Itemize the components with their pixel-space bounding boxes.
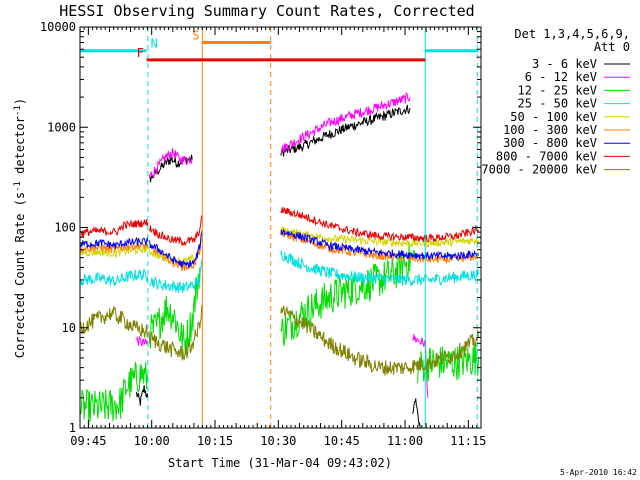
x-tick-label: 10:45 [324,434,360,448]
series-segment [80,236,149,249]
series-segment [136,335,149,347]
legend-header-detectors: Det 1,3,4,5,6,9, [514,27,630,41]
flag-label-n: N [151,37,158,51]
series-segment [280,228,479,262]
x-tick-label: 11:15 [450,434,486,448]
legend-entry-label: 800 - 7000 keV [496,149,597,163]
x-tick-label: 10:15 [197,434,233,448]
series-segment [149,259,203,294]
legend-entry-label: 25 - 50 keV [518,97,597,111]
x-tick-label: 11:00 [387,434,423,448]
x-axis-label: Start Time (31-Mar-04 09:43:02) [168,456,392,470]
series-segment [417,343,479,384]
series-7000-20000-kevkev-line [80,305,479,376]
series-segment [80,306,149,338]
legend-entry-label: 7000 - 20000 keV [481,163,597,177]
series-segment [280,91,411,154]
series-segment [280,226,479,249]
y-tick-label: 10 [62,321,76,335]
series-segment [148,214,203,247]
series-segment [80,361,149,426]
series-segment [280,243,416,346]
legend-entry-label: 50 - 100 keV [510,110,597,124]
series-segment [280,207,479,243]
legend-header-attenuator: Att 0 [594,40,630,54]
legend-entry-label: 300 - 800 keV [503,136,597,150]
y-tick-label: 10000 [40,20,76,34]
series-3-6-kevkev-line [135,104,421,429]
legend-entry-label: 6 - 12 keV [525,70,597,84]
x-tick-label: 10:00 [134,434,170,448]
plot-data [80,91,479,429]
series-segment [148,229,203,269]
legend-entry-label: 3 - 6 keV [532,57,597,71]
flag-label-f: F [137,46,144,60]
series-segment [148,154,193,183]
x-tick-label: 10:30 [260,434,296,448]
series-segment [280,305,479,376]
y-tick-label: 100 [54,221,76,235]
chart-title: HESSI Observing Summary Count Rates, Cor… [59,2,474,20]
footer-date: 5-Apr-2010 16:42 [560,468,637,477]
flag-label-s: S [192,29,199,43]
y-tick-label: 1000 [47,120,76,134]
series-segment [412,398,421,429]
series-segment [80,268,149,287]
legend-entry-label: 100 - 300 keV [503,123,597,137]
x-axis: 09:45 10:00 10:15 10:30 10:45 11:00 11:15 [70,27,486,448]
series-segment [80,219,149,238]
y-axis: 1 10 100 1000 10000 [40,20,481,435]
series-segment [280,104,411,157]
series-segment [280,250,479,287]
series-25-50-kevkev-line [80,250,479,294]
series-segment [148,305,203,361]
y-axis-label: Corrected Count Rate (s-1 detector-1) [13,98,27,358]
series-800-7000-kevkev-line [80,207,479,247]
series-segment [148,147,193,178]
y-tick-label: 1 [69,421,76,435]
series-segment [280,229,479,264]
series-segment [135,385,149,406]
series-300-800-kevkev-line [80,228,479,269]
x-tick-label: 09:45 [70,434,106,448]
series-segment [148,267,201,356]
legend-entry-label: 12 - 25 keV [518,83,597,97]
